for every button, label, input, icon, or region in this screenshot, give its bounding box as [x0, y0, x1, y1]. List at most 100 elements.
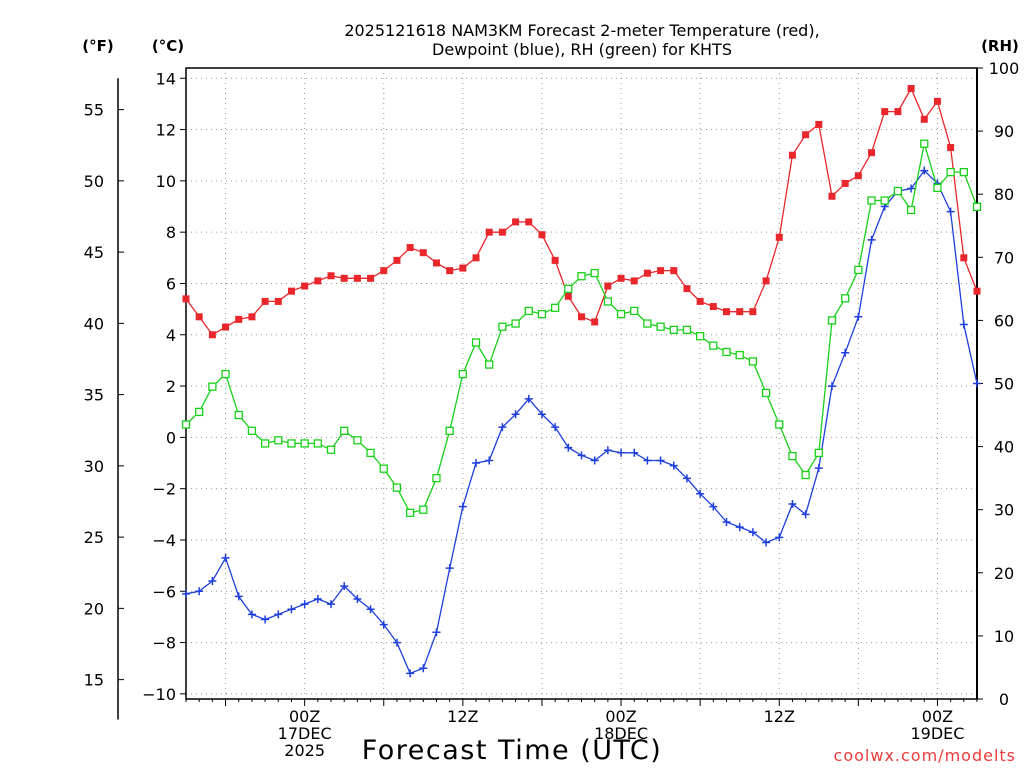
temperature-point — [287, 287, 295, 295]
temperature-point — [498, 228, 506, 236]
rh-point — [920, 139, 929, 148]
chart-title-line1: 2025121618 NAM3KM Forecast 2-meter Tempe… — [344, 21, 819, 40]
temperature-point — [393, 256, 401, 264]
rh-tick-label: 50 — [994, 375, 1014, 394]
celsius-tick-label: −8 — [152, 634, 176, 653]
celsius-tick-label: −10 — [142, 685, 176, 704]
celsius-tick-label: 10 — [156, 172, 176, 191]
dewpoint-point — [379, 620, 388, 629]
rh-point — [603, 297, 613, 306]
rh-point — [722, 347, 731, 357]
rh-point — [656, 322, 665, 331]
rh-point — [392, 483, 402, 492]
rh-point — [445, 426, 454, 435]
dewpoint-point — [959, 320, 968, 329]
rh-point — [234, 410, 243, 420]
rh-point — [577, 272, 586, 281]
rh-tick-label: 10 — [994, 627, 1014, 646]
dewpoint-point — [603, 446, 612, 455]
dewpoint-point — [366, 605, 375, 614]
dewpoint-point — [630, 448, 639, 457]
rh-axis-unit: (RH) — [981, 37, 1019, 55]
rh-point — [458, 369, 468, 379]
rh-point — [274, 436, 283, 445]
dewpoint-point — [748, 528, 757, 537]
temperature-point — [907, 85, 915, 93]
temperature-point — [564, 292, 572, 300]
temperature-point — [195, 313, 203, 321]
dewpoint-point — [854, 312, 863, 321]
celsius-tick-label: 14 — [156, 69, 176, 88]
temperature-point — [340, 274, 348, 282]
dewpoint-point — [182, 589, 190, 598]
temperature-point — [670, 267, 678, 275]
celsius-tick-label: 4 — [166, 326, 176, 345]
dewpoint-point — [300, 600, 309, 609]
x-tick-label: 12Z — [447, 707, 478, 726]
series-layer — [181, 85, 982, 678]
temperature-point — [485, 228, 493, 236]
dewpoint-point — [274, 610, 283, 619]
rh-point — [195, 407, 204, 417]
rh-point — [854, 265, 863, 275]
rh-point — [432, 473, 441, 483]
dewpoint-point — [617, 448, 626, 457]
x-tick-label: 19DEC — [910, 724, 964, 743]
dewpoint-line — [185, 169, 978, 675]
temperature-point — [551, 256, 559, 264]
temperature-point — [446, 267, 454, 275]
temperature-point — [815, 120, 823, 128]
rh-point — [801, 470, 810, 480]
dewpoint-point — [814, 464, 823, 473]
temperature-point — [749, 308, 757, 316]
rh-tick-label: 80 — [994, 185, 1014, 204]
dewpoint-point — [208, 577, 217, 586]
dewpoint-point — [788, 500, 797, 509]
temperature-point — [736, 308, 744, 316]
fahrenheit-tick-label: 20 — [84, 599, 104, 618]
rh-tick-label: 30 — [994, 501, 1014, 520]
rh-point — [761, 388, 771, 398]
dewpoint-point — [340, 582, 349, 591]
temperature-point — [947, 144, 955, 152]
rh-point — [379, 464, 388, 473]
rh-point — [181, 420, 191, 429]
x-tick-label: 00Z — [289, 707, 320, 726]
dewpoint-point — [406, 669, 415, 678]
temperature-point — [591, 318, 599, 326]
rh-tick-label: 90 — [994, 122, 1014, 141]
rh-point — [735, 350, 744, 360]
temperature-point — [525, 218, 533, 226]
dewpoint-point — [682, 474, 691, 483]
rh-tick-label: 100 — [989, 59, 1020, 78]
rh-point — [590, 268, 599, 278]
dewpoint-point — [485, 456, 494, 465]
dewpoint-point — [656, 456, 665, 465]
rh-point — [537, 309, 547, 319]
rh-point — [419, 505, 428, 514]
dewpoint-point — [261, 615, 270, 624]
rh-tick-label: 60 — [994, 311, 1014, 330]
temperature-point — [235, 315, 243, 323]
rh-point — [972, 202, 982, 211]
rh-point — [893, 186, 903, 196]
dewpoint-point — [709, 502, 718, 511]
rh-point — [221, 369, 230, 379]
temperature-point — [182, 295, 190, 303]
celsius-tick-label: 8 — [166, 223, 176, 242]
dewpoint-point — [511, 410, 520, 419]
temperature-point — [604, 282, 612, 290]
rh-point — [867, 196, 876, 205]
dewpoint-point — [327, 600, 336, 609]
dewpoint-point — [643, 456, 652, 465]
dewpoint-point — [867, 235, 876, 244]
axes: −10−8−6−4−202468101214152025303540455055… — [84, 59, 1020, 760]
celsius-tick-label: 0 — [166, 428, 176, 447]
rh-point — [959, 167, 968, 177]
rh-point — [906, 205, 916, 215]
temperature-point — [933, 97, 941, 105]
fahrenheit-tick-label: 40 — [84, 314, 104, 333]
rh-point — [788, 451, 797, 461]
temperature-point — [696, 297, 704, 305]
celsius-tick-label: 6 — [166, 274, 176, 293]
